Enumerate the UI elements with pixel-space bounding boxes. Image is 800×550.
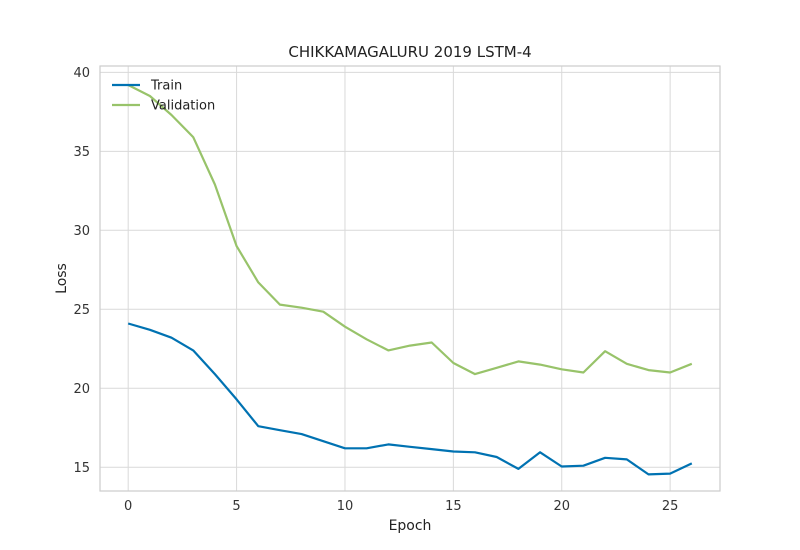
- x-axis-ticks: 0 5 10 15 20 25: [124, 499, 678, 514]
- y-axis-ticks: 15 20 25 30 35 40: [73, 66, 90, 476]
- grid: [100, 66, 720, 491]
- plot-frame: [99, 65, 721, 492]
- y-tick-label: 40: [73, 66, 90, 81]
- y-tick-label: 30: [73, 224, 90, 239]
- y-tick-label: 20: [73, 382, 90, 397]
- legend-label-train: Train: [150, 79, 182, 94]
- y-tick-label: 15: [73, 461, 90, 476]
- x-tick-label: 15: [445, 499, 462, 514]
- series-line-train: [127, 322, 693, 476]
- legend-label-validation: Validation: [151, 99, 215, 114]
- x-tick-label: 0: [124, 499, 132, 514]
- y-axis-label: Loss: [54, 263, 70, 294]
- y-tick-label: 25: [73, 303, 90, 318]
- x-tick-label: 25: [662, 499, 679, 514]
- chart-title: CHIKKAMAGALURU 2019 LSTM-4: [288, 43, 531, 61]
- x-tick-label: 20: [553, 499, 570, 514]
- series-line-validation: [127, 84, 693, 376]
- x-axis-label: Epoch: [389, 518, 432, 534]
- legend: Train Validation: [112, 79, 215, 114]
- x-tick-label: 5: [232, 499, 240, 514]
- series-lines: [127, 84, 693, 476]
- y-tick-label: 35: [73, 145, 90, 160]
- x-tick-label: 10: [337, 499, 354, 514]
